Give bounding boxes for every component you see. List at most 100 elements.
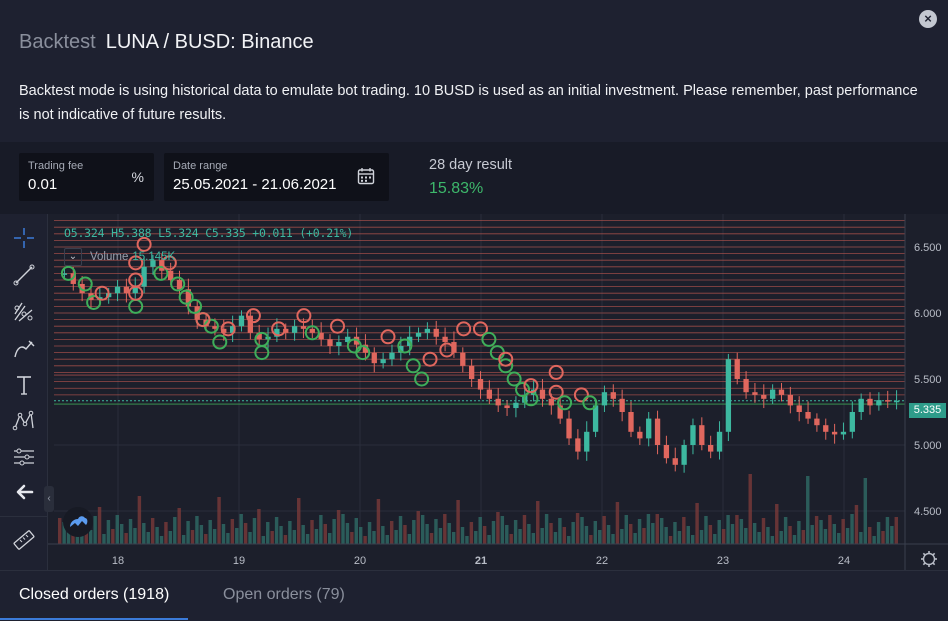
buy-order-marker [254, 345, 270, 361]
buy-order-marker [86, 294, 102, 310]
candle-body [849, 412, 855, 432]
price-tick-label: 5.500 [914, 374, 942, 386]
volume-bar [558, 518, 562, 544]
trend-line-tool[interactable] [10, 261, 38, 289]
brush-tool[interactable] [10, 335, 38, 363]
volume-bar [102, 534, 106, 544]
volume-bar [137, 496, 142, 544]
volume-bar [319, 515, 323, 544]
volume-bar [730, 524, 735, 544]
time-tick-label: 21 [475, 555, 487, 567]
candle-body [229, 326, 236, 333]
pattern-tool[interactable] [10, 407, 38, 435]
date-range-value[interactable]: 25.05.2021 - 21.06.2021 [173, 176, 337, 193]
volume-bar [540, 528, 544, 544]
volume-bar [221, 524, 226, 544]
candle-body [610, 392, 616, 399]
candle-body [663, 445, 670, 459]
volume-bar [819, 520, 823, 544]
volume-bar [655, 514, 659, 544]
volume-bar [235, 528, 239, 544]
volume-bar [367, 522, 372, 544]
trading-fee-field[interactable]: Trading fee 0.01 % [19, 153, 154, 201]
candle-body [778, 389, 785, 395]
candle-body [513, 402, 519, 409]
candle-body [716, 431, 723, 452]
candle-body [486, 389, 493, 399]
volume-bar [748, 474, 752, 544]
volume-bar [739, 519, 744, 544]
result-label: 28 day result [429, 157, 513, 173]
volume-bar [788, 526, 792, 544]
candle-body [725, 359, 732, 432]
volume-bar [310, 520, 314, 544]
candle-body [345, 336, 351, 343]
volume-bar [500, 516, 505, 544]
candle-body [451, 342, 457, 353]
orders-tabs: Closed orders (1918) Open orders (79) [0, 570, 948, 621]
sell-order-marker [271, 321, 287, 337]
back-tool[interactable] [10, 478, 38, 506]
volume-bar [465, 536, 469, 544]
time-tick-label: 19 [233, 555, 245, 567]
volume-bar [150, 518, 155, 544]
candle-body [256, 332, 262, 340]
buy-order-marker [506, 371, 522, 387]
candle-body [362, 344, 369, 353]
volume-bar [407, 534, 412, 544]
volume-bar [389, 521, 394, 544]
toolbar-collapse-button[interactable]: ‹ [44, 486, 54, 512]
tradingview-logo[interactable] [63, 507, 93, 537]
chart-canvas[interactable]: 6.500 6.000 5.500 5.000 4.500 18 19 20 21 22 23 24 [0, 214, 948, 570]
price-tick-label: 6.500 [914, 242, 942, 254]
volume-bar [491, 521, 496, 544]
volume-bar [111, 529, 115, 544]
candle-body [291, 326, 298, 333]
volume-bar [447, 523, 451, 544]
chevron-left-icon: ‹ [47, 493, 51, 504]
pitchfork-tool[interactable] [10, 298, 38, 326]
volume-bar [531, 533, 536, 544]
buy-order-marker [405, 358, 421, 374]
date-range-field[interactable]: Date range 25.05.2021 - 21.06.2021 [164, 153, 389, 201]
crosshair-tool[interactable] [10, 224, 38, 252]
tab-open-orders[interactable]: Open orders (79) [223, 586, 345, 603]
volume-toggle-button[interactable]: ⌄ [64, 248, 82, 266]
tab-closed-orders[interactable]: Closed orders (1918) [19, 586, 170, 603]
text-tool[interactable] [10, 371, 38, 399]
candle-body [495, 398, 501, 406]
volume-bar [527, 524, 531, 544]
volume-bar [212, 529, 217, 544]
volume-bar [58, 518, 62, 544]
volume-bar [575, 513, 580, 544]
sell-order-marker [439, 342, 455, 358]
settings-gear-tooth [922, 552, 926, 556]
description-text: Backtest mode is using historical data t… [19, 83, 918, 123]
candle-body [318, 332, 324, 340]
volume-bar [757, 532, 761, 544]
close-button[interactable]: × [919, 10, 937, 28]
volume-bar [562, 527, 567, 544]
ruler-tool[interactable] [10, 526, 38, 554]
volume-bar [252, 518, 257, 544]
buy-order-marker [557, 395, 573, 411]
time-tick-label: 20 [354, 555, 366, 567]
trading-fee-label: Trading fee [28, 160, 84, 172]
calendar-icon[interactable] [357, 167, 375, 185]
candle-body [185, 289, 192, 307]
sell-order-marker [456, 321, 472, 337]
sell-order-marker [94, 285, 110, 301]
candle-body [336, 342, 342, 346]
volume-bar [474, 531, 478, 544]
volume-bar [544, 514, 549, 544]
volume-bar [721, 529, 726, 544]
measure-tool[interactable] [10, 443, 38, 471]
volume-bar [894, 517, 898, 544]
trading-fee-value[interactable]: 0.01 [28, 176, 58, 193]
volume-bar [443, 514, 447, 544]
volume-bar [363, 536, 367, 544]
price-chart[interactable]: 6.500 6.000 5.500 5.000 4.500 18 19 20 21 22 23 24 [0, 214, 948, 570]
candle-body [646, 418, 652, 439]
volume-bar [358, 527, 363, 544]
volume-bar [823, 529, 828, 544]
